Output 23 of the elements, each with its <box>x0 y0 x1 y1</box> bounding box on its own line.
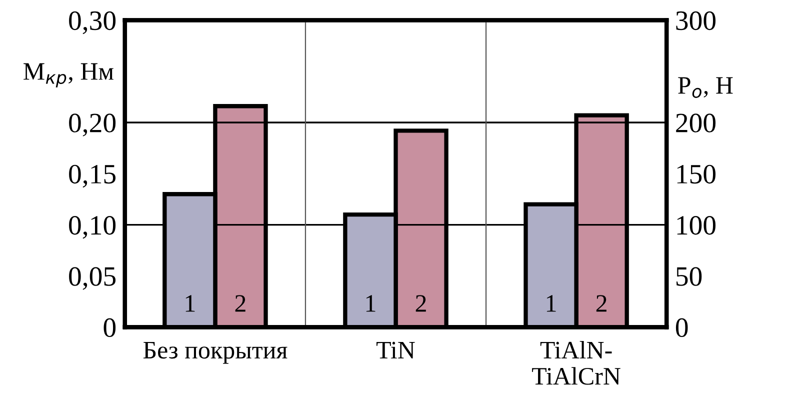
y2-tick-label: 50 <box>676 267 702 286</box>
x-tick-label: Без покрытия <box>143 342 288 364</box>
y-axis-title: M$_{кр}$, Нм <box>24 63 114 88</box>
y2-tick-label: 200 <box>676 114 716 132</box>
x-tick-label: TiN <box>376 342 415 358</box>
y-tick-label: 0 <box>104 318 116 338</box>
y2-tick-label: 150 <box>677 164 716 184</box>
text: 2 <box>416 295 426 312</box>
y2-axis-title: P$_{о}$, Н <box>678 77 733 98</box>
y-tick-label: 0,05 <box>69 267 116 290</box>
y-tick-label: 0,30 <box>69 11 116 34</box>
y-tick-label: 0,15 <box>69 164 116 188</box>
text: 1 <box>546 295 556 312</box>
text: 1 <box>366 295 376 312</box>
series-label: 1 <box>186 295 195 312</box>
series-label: 2 <box>235 295 246 312</box>
x-tick-label: TiAlN- TiAlCrN <box>532 341 620 385</box>
y2-tick-label: 100 <box>677 216 716 235</box>
y-tick-label: 0,20 <box>69 114 116 136</box>
text: 2 <box>596 295 606 312</box>
y2-tick-label: 0 <box>676 318 688 338</box>
y-tick-label: 0,10 <box>69 216 116 239</box>
y2-tick-label: 300 <box>676 11 716 30</box>
